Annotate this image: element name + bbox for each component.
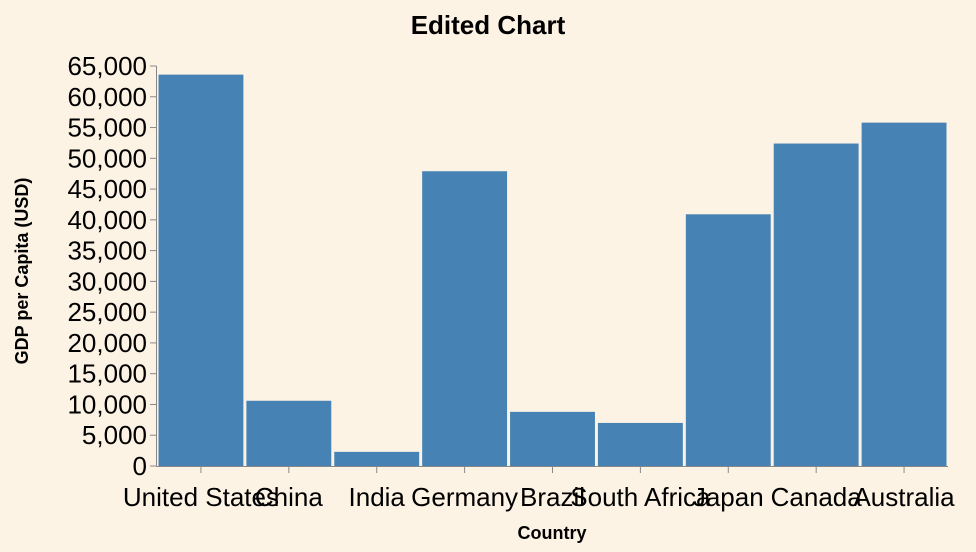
y-tick-label: 60,000	[67, 82, 147, 112]
y-tick-label: 40,000	[67, 205, 147, 235]
y-tick-label: 35,000	[67, 236, 147, 266]
y-tick-label: 20,000	[67, 328, 147, 358]
x-tick-label: India	[349, 482, 406, 512]
x-axis-title: Country	[518, 523, 587, 543]
x-tick-label: United States	[123, 482, 279, 512]
y-axis: 05,00010,00015,00020,00025,00030,00035,0…	[67, 51, 157, 481]
y-axis-title: GDP per Capita (USD)	[12, 178, 32, 365]
y-tick-label: 50,000	[67, 143, 147, 173]
bar-japan	[685, 214, 771, 466]
y-tick-label: 5,000	[82, 420, 147, 450]
y-tick-label: 65,000	[67, 51, 147, 81]
y-tick-label: 55,000	[67, 113, 147, 143]
y-tick-label: 10,000	[67, 389, 147, 419]
bar-australia	[861, 122, 947, 467]
x-tick-label: Brazil	[520, 482, 585, 512]
x-tick-label: Japan	[693, 482, 764, 512]
y-tick-label: 0	[133, 451, 147, 481]
x-tick-label: Germany	[411, 482, 518, 512]
chart-title: Edited Chart	[411, 10, 566, 40]
bar-india	[334, 451, 420, 466]
bar-canada	[773, 143, 859, 467]
x-tick-label: China	[255, 482, 323, 512]
bars-group	[158, 74, 947, 467]
bar-china	[246, 400, 332, 466]
bar-united-states	[158, 74, 244, 467]
bar-brazil	[510, 411, 595, 466]
bar-south-africa	[597, 422, 683, 466]
x-tick-label: Australia	[853, 482, 955, 512]
bar-germany	[422, 171, 508, 467]
y-tick-label: 25,000	[67, 297, 147, 327]
y-tick-label: 15,000	[67, 359, 147, 389]
x-tick-label: Canada	[771, 482, 863, 512]
x-tick-label: South Africa	[570, 482, 711, 512]
y-tick-label: 45,000	[67, 174, 147, 204]
y-tick-label: 30,000	[67, 266, 147, 296]
